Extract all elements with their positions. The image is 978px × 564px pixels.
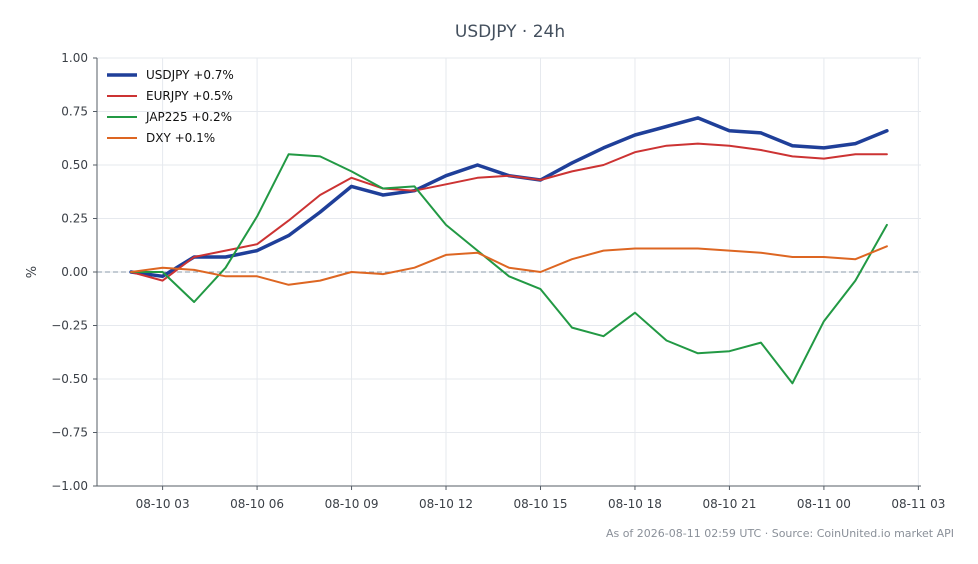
x-tick-label: 08-10 21	[702, 497, 756, 511]
y-tick-label: −1.00	[51, 479, 88, 493]
x-tick-label: 08-10 09	[325, 497, 379, 511]
x-tick-label: 08-11 00	[797, 497, 851, 511]
y-tick-label: −0.25	[51, 319, 88, 333]
y-tick-label: 0.25	[61, 212, 88, 226]
legend-label-2: JAP225 +0.2%	[145, 110, 232, 124]
y-tick-label: −0.75	[51, 426, 88, 440]
legend-label-1: EURJPY +0.5%	[146, 89, 233, 103]
chart-title: USDJPY · 24h	[455, 22, 565, 42]
x-tick-label: 08-10 15	[514, 497, 568, 511]
series-lines	[129, 116, 889, 385]
y-axis-ticks: 1.00 0.75 0.50 0.25 0.00 −0.25 −0.50 −0.75 −1.00	[51, 51, 97, 493]
y-tick-label: 0.00	[61, 265, 88, 279]
y-tick-label: −0.50	[51, 372, 88, 386]
series-line-3	[130, 245, 888, 286]
x-tick-label: 08-10 06	[230, 497, 284, 511]
x-tick-label: 08-10 12	[419, 497, 473, 511]
legend-label-0: USDJPY +0.7%	[146, 68, 234, 82]
legend: USDJPY +0.7% EURJPY +0.5% JAP225 +0.2% DXY …	[107, 68, 234, 145]
source-footnote: As of 2026-08-11 02:59 UTC · Source: Coi…	[606, 527, 954, 540]
legend-label-3: DXY +0.1%	[146, 131, 215, 145]
x-tick-label: 08-10 18	[608, 497, 662, 511]
x-tick-label: 08-11 03	[891, 497, 945, 511]
x-tick-label: 08-10 03	[136, 497, 190, 511]
y-tick-label: 0.75	[61, 105, 88, 119]
series-line-1	[130, 142, 888, 282]
y-axis-label: %	[25, 266, 40, 278]
series-line-0	[129, 116, 889, 279]
x-axis-ticks: 08-10 03 08-10 06 08-10 09 08-10 12 08-10 15…	[136, 486, 945, 511]
y-tick-label: 0.50	[61, 158, 88, 172]
y-tick-label: 1.00	[61, 51, 88, 65]
series-line-2	[130, 153, 888, 385]
